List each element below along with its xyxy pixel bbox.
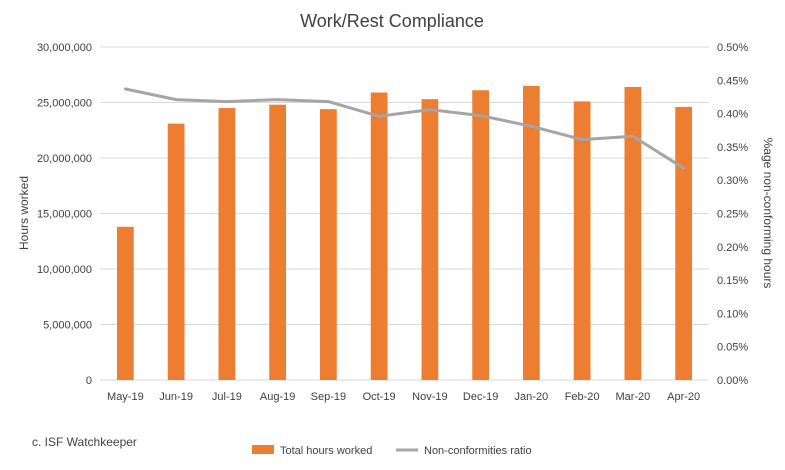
- y-axis-right-ticks: 0.00% 0.05% 0.10% 0.15% 0.20% 0.25% 0.30% 0.35%…: [717, 42, 748, 387]
- y-tick-label: 15,000,000: [37, 209, 92, 221]
- x-tick-label: Oct-19: [363, 391, 396, 403]
- bar: [472, 90, 489, 380]
- y2-tick-label: 0.35%: [717, 142, 748, 154]
- y-tick-label: 20,000,000: [37, 153, 92, 165]
- y2-tick-label: 0.00%: [717, 375, 748, 387]
- y-tick-label: 25,000,000: [37, 98, 92, 110]
- bar: [370, 92, 388, 380]
- bar: [421, 99, 439, 381]
- line-series: [123, 87, 686, 170]
- legend-label-bar: Total hours worked: [280, 445, 372, 457]
- y2-tick-label: 0.40%: [717, 109, 748, 121]
- y2-tick-label: 0.50%: [717, 42, 748, 54]
- bar: [624, 86, 642, 381]
- bar: [573, 101, 591, 380]
- bar: [675, 106, 692, 380]
- x-tick-label: Sep-19: [311, 391, 346, 403]
- x-tick-label: Jul-19: [212, 391, 242, 403]
- y-tick-label: 30,000,000: [37, 42, 92, 54]
- x-tick-label: Dec-19: [463, 391, 498, 403]
- x-tick-label: Aug-19: [260, 391, 295, 403]
- legend-label-line: Non-conformities ratio: [424, 445, 532, 457]
- x-tick-label: Nov-19: [412, 391, 447, 403]
- y2-tick-label: 0.10%: [717, 308, 748, 320]
- y2-axis-title: %age non-conforming hours: [761, 138, 775, 289]
- y-axis-left-ticks: 0 5,000,000 10,000,000 15,000,000 20,000,000…: [37, 42, 92, 387]
- y2-tick-label: 0.05%: [717, 342, 748, 354]
- gridlines: [100, 46, 709, 381]
- x-tick-label: Jun-19: [159, 391, 193, 403]
- x-tick-label: Mar-20: [615, 391, 650, 403]
- bar: [117, 226, 134, 380]
- x-tick-label: May-19: [107, 391, 144, 403]
- bar: [523, 85, 540, 380]
- y-tick-label: 0: [86, 375, 92, 387]
- y-tick-label: 5,000,000: [43, 320, 92, 332]
- ratio-line: [123, 87, 686, 170]
- chart-title: Work/Rest Compliance: [300, 11, 484, 31]
- bars: [117, 85, 692, 381]
- y2-tick-label: 0.15%: [717, 275, 748, 287]
- bar: [167, 123, 185, 380]
- y2-tick-label: 0.45%: [717, 75, 748, 87]
- source-note: c. ISF Watchkeeper: [32, 435, 137, 449]
- bar: [269, 104, 286, 380]
- x-axis-ticks: May-19 Jun-19 Jul-19 Aug-19 Sep-19 Oct-19 Nov-…: [107, 391, 700, 403]
- x-tick-label: Jan-20: [515, 391, 549, 403]
- legend: Total hours worked Non-conformities ratio: [252, 445, 532, 457]
- y-axis-title: Hours worked: [17, 176, 31, 250]
- bar: [218, 108, 236, 381]
- y2-tick-label: 0.30%: [717, 175, 748, 187]
- y2-tick-label: 0.25%: [717, 209, 748, 221]
- y-tick-label: 10,000,000: [37, 264, 92, 276]
- x-tick-label: Feb-20: [565, 391, 600, 403]
- x-tick-label: Apr-20: [667, 391, 700, 403]
- y2-tick-label: 0.20%: [717, 242, 748, 254]
- bar: [320, 109, 337, 380]
- legend-swatch-bar: [252, 445, 274, 454]
